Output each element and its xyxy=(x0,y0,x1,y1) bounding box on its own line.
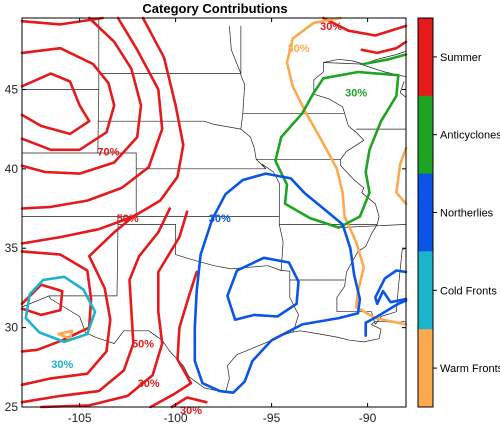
contour-label: 30% xyxy=(345,88,367,100)
x-tick-label: -95 xyxy=(263,411,281,425)
legend-frame xyxy=(417,17,434,408)
y-axis-ticks: 25 30 35 40 45 xyxy=(5,82,406,414)
summer-contour xyxy=(170,396,208,409)
y-tick-label: 45 xyxy=(5,82,19,96)
warm-fronts-contour xyxy=(395,146,408,206)
legend-label-northerlies: Northerlies xyxy=(440,208,494,220)
contour-labels: 30% 30% 30% 70% 30% 50% 50% 30% 30% 30% xyxy=(51,21,367,417)
legend-label-cold-fronts: Cold Fronts xyxy=(440,285,497,297)
summer-contour xyxy=(20,213,137,387)
x-tick-label: -105 xyxy=(68,411,92,425)
x-tick-label: -100 xyxy=(164,411,188,425)
state-border-line xyxy=(48,18,226,394)
cold-fronts-contour xyxy=(24,275,97,344)
summer-contour xyxy=(39,210,189,409)
map-frame xyxy=(21,17,407,408)
state-border-line xyxy=(229,25,242,74)
contour-label: 30% xyxy=(287,43,309,55)
northerlies-contour xyxy=(364,299,408,337)
state-border-line xyxy=(136,163,299,333)
state-border-line xyxy=(313,62,380,325)
northerlies-contour xyxy=(226,256,300,322)
state-border-line xyxy=(97,120,241,130)
map-panel: 30% 30% 30% 70% 30% 50% 50% 30% 30% 30% xyxy=(20,16,408,417)
contour-label: 30% xyxy=(320,21,342,33)
summer-contour xyxy=(149,270,198,409)
summer-contour xyxy=(20,16,164,210)
contour-label: 30% xyxy=(209,213,231,225)
warm-fronts-contour xyxy=(285,16,408,326)
warm-fronts-contour xyxy=(57,329,74,341)
figure-title: Category Contributions xyxy=(142,1,287,16)
map-background xyxy=(22,18,406,407)
legend-swatch-warm-fronts xyxy=(418,329,433,408)
y-tick-label: 25 xyxy=(5,400,19,414)
northerlies-contour xyxy=(373,269,408,306)
coastline-line xyxy=(399,81,407,98)
summer-contour xyxy=(20,16,143,175)
contour-label: 50% xyxy=(117,213,139,225)
contour-label: 30% xyxy=(51,359,73,371)
summer-contour xyxy=(20,72,91,136)
x-axis-ticks: -105 -100 -95 -90 xyxy=(68,18,377,425)
coastline-line xyxy=(225,320,407,393)
state-borders xyxy=(21,18,407,394)
state-border-line xyxy=(240,25,267,170)
summer-contour xyxy=(20,250,93,353)
northerlies-contour xyxy=(193,172,362,395)
summer-contour xyxy=(20,46,116,152)
summer-contour xyxy=(20,16,185,245)
y-tick-label: 35 xyxy=(5,241,19,255)
contour-label: 70% xyxy=(97,146,119,158)
y-tick-label: 40 xyxy=(5,162,19,176)
state-border-line xyxy=(118,224,282,271)
summer-contour xyxy=(20,16,104,26)
summer-contour xyxy=(20,207,172,404)
legend-swatch-summer xyxy=(418,18,433,97)
anticyclones-contour xyxy=(274,70,400,229)
summer-contour xyxy=(360,40,408,55)
state-border-line xyxy=(21,295,50,308)
y-tick-label: 30 xyxy=(5,321,19,335)
legend-label-warm-fronts: Warm Fronts xyxy=(440,363,500,375)
legend-swatch-cold-fronts xyxy=(418,251,433,330)
legend-label-anticyclones: Anticyclones xyxy=(440,130,500,142)
legend-swatch-anticyclones xyxy=(418,95,433,175)
contour-label: 30% xyxy=(138,378,160,390)
contour-lines xyxy=(20,16,408,409)
category-legend: Summer Anticyclones Northerlies Cold Fronts… xyxy=(417,17,500,408)
contour-label: 50% xyxy=(132,339,154,351)
summer-contour xyxy=(322,16,408,37)
legend-label-summer: Summer xyxy=(440,52,482,64)
anticyclones-contour xyxy=(362,53,408,66)
x-tick-label: -90 xyxy=(359,411,377,425)
contour-label: 30% xyxy=(180,405,202,417)
legend-swatch-northerlies xyxy=(418,173,433,252)
summer-contour xyxy=(20,283,64,317)
